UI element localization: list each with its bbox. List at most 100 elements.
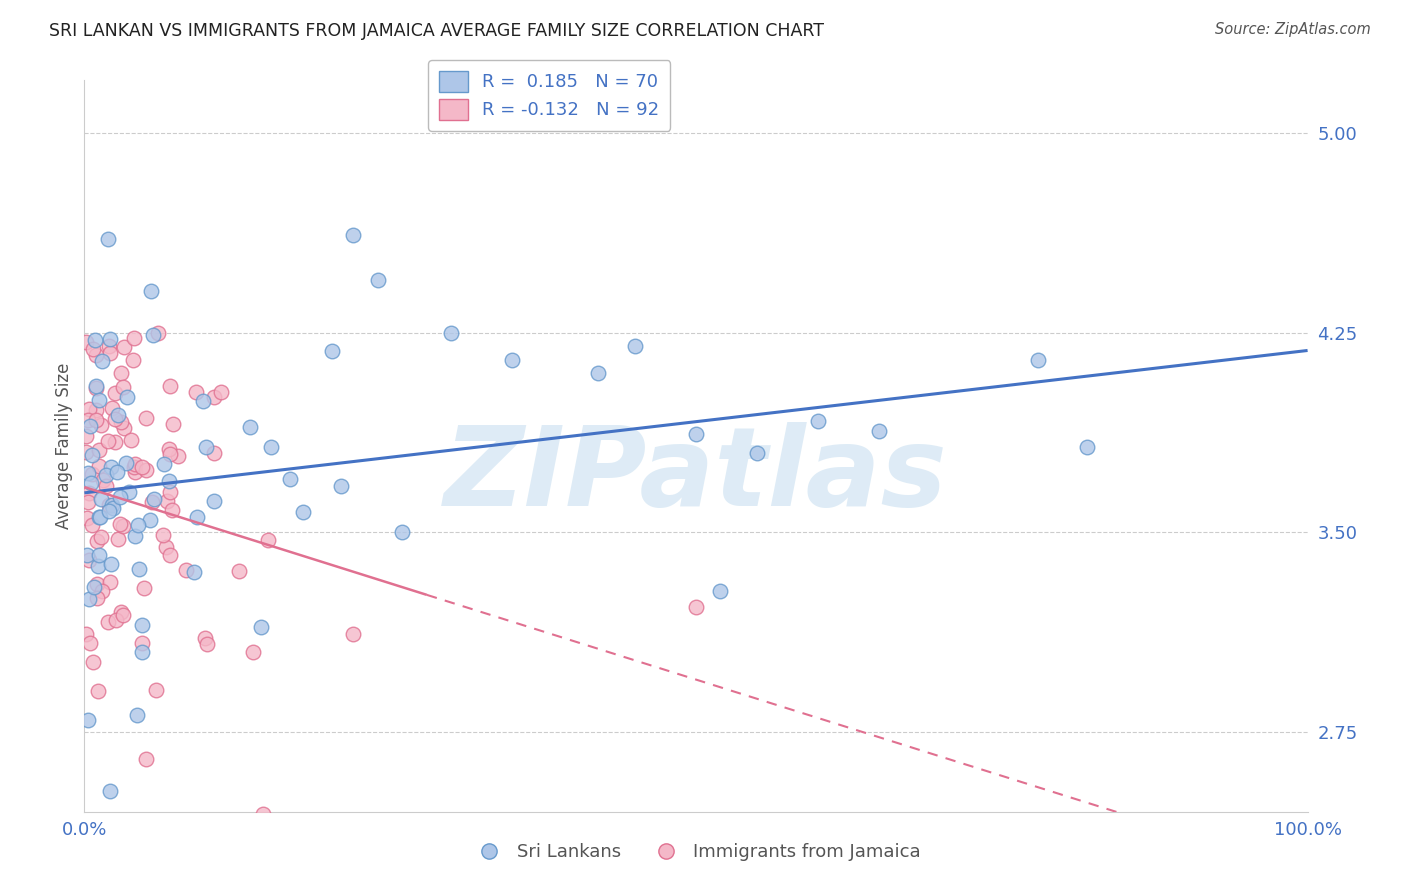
Point: [110, 871, 132, 886]
Point: [75, 334, 97, 349]
Point: [107, 408, 129, 422]
Point: [89, 393, 111, 408]
Point: [209, 385, 232, 400]
Point: [124, 457, 146, 471]
Point: [75, 627, 97, 641]
Point: [194, 631, 217, 645]
Point: [291, 505, 314, 519]
Point: [228, 564, 250, 578]
Point: [709, 584, 731, 599]
Point: [84, 380, 107, 394]
Point: [135, 411, 157, 425]
Point: [97, 503, 120, 517]
Point: [90, 530, 112, 544]
Point: [321, 344, 343, 359]
Point: [342, 626, 364, 640]
Point: [807, 414, 830, 428]
Point: [76, 466, 98, 480]
Point: [128, 562, 150, 576]
Point: [685, 599, 707, 614]
Point: [87, 510, 110, 524]
Point: [249, 620, 271, 634]
Point: [747, 445, 769, 459]
Point: [112, 340, 135, 354]
Point: [86, 534, 108, 549]
Point: [131, 645, 153, 659]
Point: [152, 528, 174, 542]
Point: [98, 345, 121, 359]
Point: [135, 822, 157, 836]
Point: [76, 548, 98, 562]
Point: [145, 683, 167, 698]
Point: [242, 645, 264, 659]
Y-axis label: Average Family Size: Average Family Size: [55, 363, 73, 529]
Point: [131, 636, 153, 650]
Point: [98, 784, 121, 798]
Point: [101, 401, 124, 415]
Point: [84, 403, 107, 417]
Point: [586, 366, 609, 380]
Point: [89, 442, 111, 457]
Point: [104, 386, 127, 401]
Point: [869, 425, 891, 439]
Point: [82, 518, 104, 533]
Point: [84, 379, 107, 393]
Point: [77, 495, 100, 509]
Point: [122, 352, 145, 367]
Point: [1028, 352, 1050, 367]
Point: [76, 714, 98, 728]
Point: [124, 460, 146, 475]
Point: [685, 427, 707, 442]
Point: [367, 273, 389, 287]
Text: ZIPatlas: ZIPatlas: [444, 422, 948, 529]
Point: [153, 458, 176, 472]
Point: [135, 751, 157, 765]
Point: [82, 342, 104, 356]
Point: [97, 232, 120, 246]
Point: [107, 532, 129, 546]
Point: [98, 333, 121, 347]
Point: [186, 510, 208, 524]
Point: [159, 447, 181, 461]
Point: [83, 580, 105, 594]
Point: [100, 499, 122, 513]
Point: [110, 366, 132, 380]
Point: [134, 581, 156, 595]
Point: [89, 548, 111, 562]
Point: [131, 618, 153, 632]
Point: [195, 637, 218, 651]
Point: [84, 413, 107, 427]
Point: [79, 486, 101, 500]
Point: [79, 418, 101, 433]
Point: [115, 456, 138, 470]
Point: [100, 459, 122, 474]
Point: [82, 655, 104, 669]
Point: [87, 558, 110, 573]
Point: [342, 227, 364, 242]
Point: [79, 636, 101, 650]
Point: [260, 440, 283, 454]
Point: [103, 501, 125, 516]
Point: [202, 446, 225, 460]
Point: [202, 494, 225, 508]
Point: [142, 328, 165, 343]
Point: [127, 517, 149, 532]
Point: [193, 394, 215, 409]
Point: [91, 583, 114, 598]
Point: [90, 354, 112, 368]
Point: [124, 465, 146, 479]
Point: [91, 473, 114, 487]
Legend: Sri Lankans, Immigrants from Jamaica: Sri Lankans, Immigrants from Jamaica: [464, 836, 928, 869]
Point: [118, 485, 141, 500]
Point: [159, 484, 181, 499]
Point: [84, 333, 107, 347]
Point: [90, 417, 112, 432]
Point: [135, 463, 157, 477]
Point: [157, 474, 180, 488]
Point: [104, 434, 127, 449]
Point: [110, 415, 132, 429]
Point: [105, 613, 128, 627]
Point: [162, 417, 184, 432]
Point: [162, 503, 184, 517]
Point: [96, 434, 118, 448]
